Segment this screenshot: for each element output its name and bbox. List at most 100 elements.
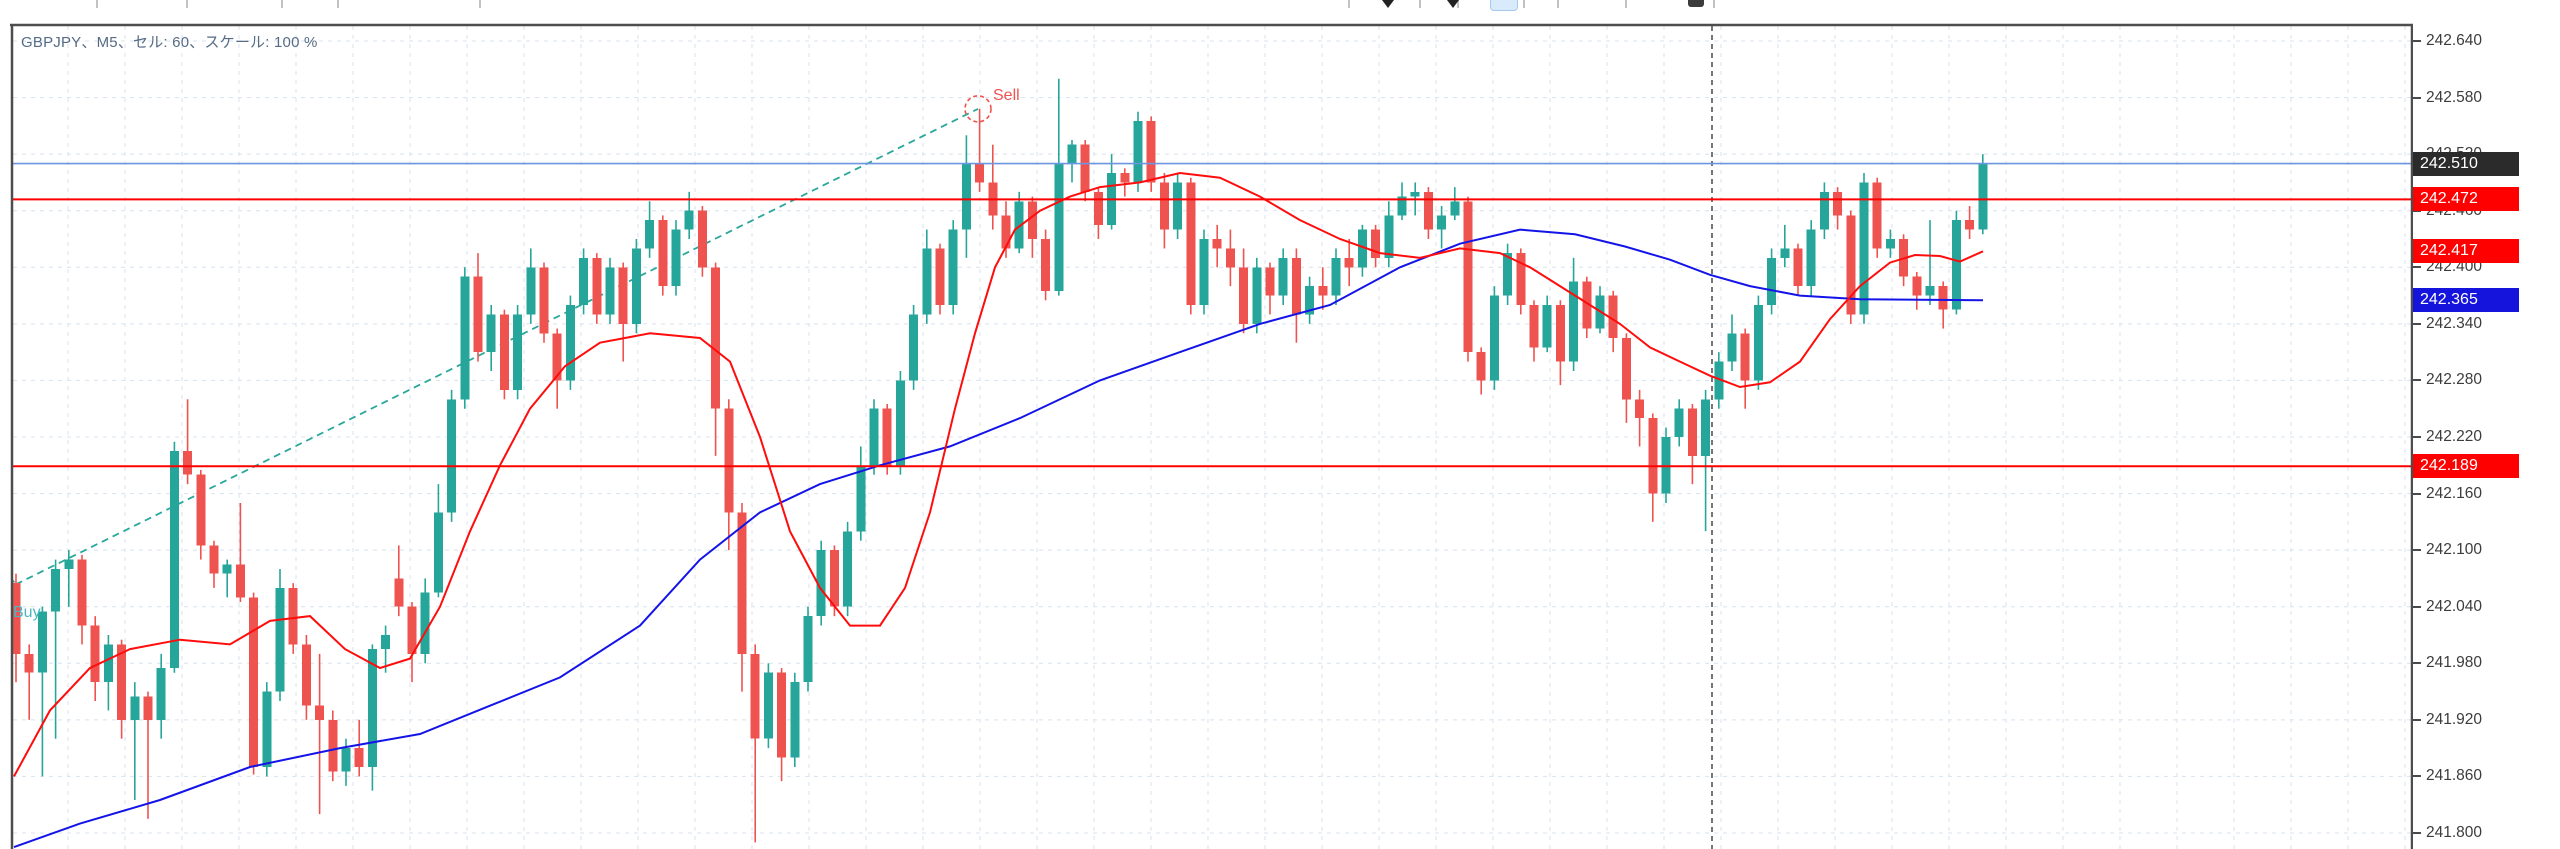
candle	[1476, 347, 1486, 395]
candle	[1159, 173, 1169, 249]
price-axis[interactable]: 242.640242.580242.520242.460242.400242.3…	[2413, 0, 2560, 849]
symbol-info-label: GBPJPY、M5、セル: 60、スケール: 100 %	[21, 34, 318, 51]
candle	[1701, 389, 1711, 532]
candle	[328, 710, 338, 782]
candle	[117, 639, 127, 739]
toolbar-tick-fragment	[337, 0, 339, 8]
candle	[381, 625, 391, 673]
candle	[473, 253, 483, 362]
candle	[869, 399, 879, 475]
toolbar-tick-fragment	[1348, 0, 1350, 8]
toolbar-tick-fragment	[479, 0, 481, 8]
candle	[1463, 196, 1473, 362]
candle	[1582, 276, 1592, 338]
ma-fast-line	[13, 171, 1984, 777]
axis-tick-mark	[2413, 379, 2421, 382]
axis-tick-label: 242.100	[2426, 541, 2483, 559]
candle	[1925, 220, 1935, 305]
candle	[1107, 154, 1117, 230]
candle	[829, 545, 839, 617]
lower-red-line-badge: 242.189	[2413, 454, 2519, 479]
candle	[592, 253, 602, 324]
candle	[1331, 248, 1341, 305]
candle	[1938, 281, 1948, 329]
sell-marker-circle[interactable]	[964, 95, 992, 123]
axis-tick-label: 241.860	[2426, 767, 2483, 785]
toolbar-button-fragment[interactable]	[1490, 0, 1518, 11]
candle	[1727, 314, 1737, 371]
candle	[499, 309, 509, 400]
candle	[763, 663, 773, 749]
toolbar-icon-fragment[interactable]	[1688, 0, 1704, 7]
axis-tick-label: 242.640	[2426, 32, 2483, 49]
candle	[1199, 229, 1209, 315]
axis-tick-mark	[2413, 549, 2421, 552]
dropdown-arrow-icon[interactable]	[1447, 0, 1459, 8]
candle	[975, 108, 985, 192]
candle	[1014, 191, 1024, 254]
candle	[697, 206, 707, 277]
candle	[394, 545, 404, 617]
candle	[1371, 224, 1381, 268]
candle	[24, 644, 34, 720]
toolbar-tick-fragment	[1713, 0, 1715, 8]
candle	[1120, 168, 1130, 197]
candle	[1027, 196, 1037, 258]
candle	[1239, 248, 1249, 334]
candle	[909, 305, 919, 390]
candle	[552, 328, 562, 409]
axis-tick-mark	[2413, 492, 2421, 495]
candle	[183, 399, 193, 485]
axis-tick-label: 241.800	[2426, 824, 2483, 841]
candle	[1714, 352, 1724, 409]
axis-tick-label: 242.160	[2426, 484, 2483, 502]
candle	[103, 635, 113, 711]
candle	[1806, 220, 1816, 296]
candle	[196, 470, 206, 560]
candle	[631, 239, 641, 334]
candle	[961, 135, 971, 258]
candle	[1635, 389, 1645, 447]
candle	[1450, 187, 1460, 221]
candle	[77, 554, 87, 645]
axis-tick-label: 242.220	[2426, 428, 2483, 445]
toolbar-tick-fragment	[1625, 0, 1627, 8]
candle	[1951, 210, 1961, 315]
candle	[301, 635, 311, 720]
candle	[130, 682, 140, 800]
candle	[1621, 333, 1631, 423]
candle	[64, 550, 74, 607]
candle	[1793, 243, 1803, 296]
candle	[51, 559, 61, 739]
candle	[1278, 248, 1288, 305]
candle	[1846, 210, 1856, 324]
candle	[895, 371, 905, 475]
candle	[1833, 187, 1843, 230]
candle	[1384, 201, 1394, 268]
candle	[1978, 154, 1988, 235]
toolbar-tick-fragment	[281, 0, 283, 8]
candle	[367, 644, 377, 791]
candle	[1041, 229, 1051, 301]
candle	[618, 262, 628, 362]
dropdown-arrow-icon[interactable]	[1382, 0, 1394, 8]
candle	[948, 220, 958, 315]
candle	[13, 573, 21, 683]
candle	[1186, 177, 1196, 315]
candle	[605, 257, 615, 324]
candle	[513, 305, 523, 400]
candle	[579, 248, 589, 315]
ma-slow-value-badge: 242.365	[2413, 288, 2519, 313]
candle	[249, 592, 259, 775]
candle	[843, 521, 853, 617]
candle	[750, 644, 760, 843]
candle	[539, 262, 549, 343]
candle	[1819, 182, 1829, 239]
candle	[1740, 328, 1750, 409]
candle	[1344, 239, 1354, 287]
candle	[1780, 224, 1790, 268]
candle	[1305, 276, 1315, 324]
toolbar-tick-fragment	[1523, 0, 1525, 8]
sell-marker-label: Sell	[993, 87, 1020, 104]
